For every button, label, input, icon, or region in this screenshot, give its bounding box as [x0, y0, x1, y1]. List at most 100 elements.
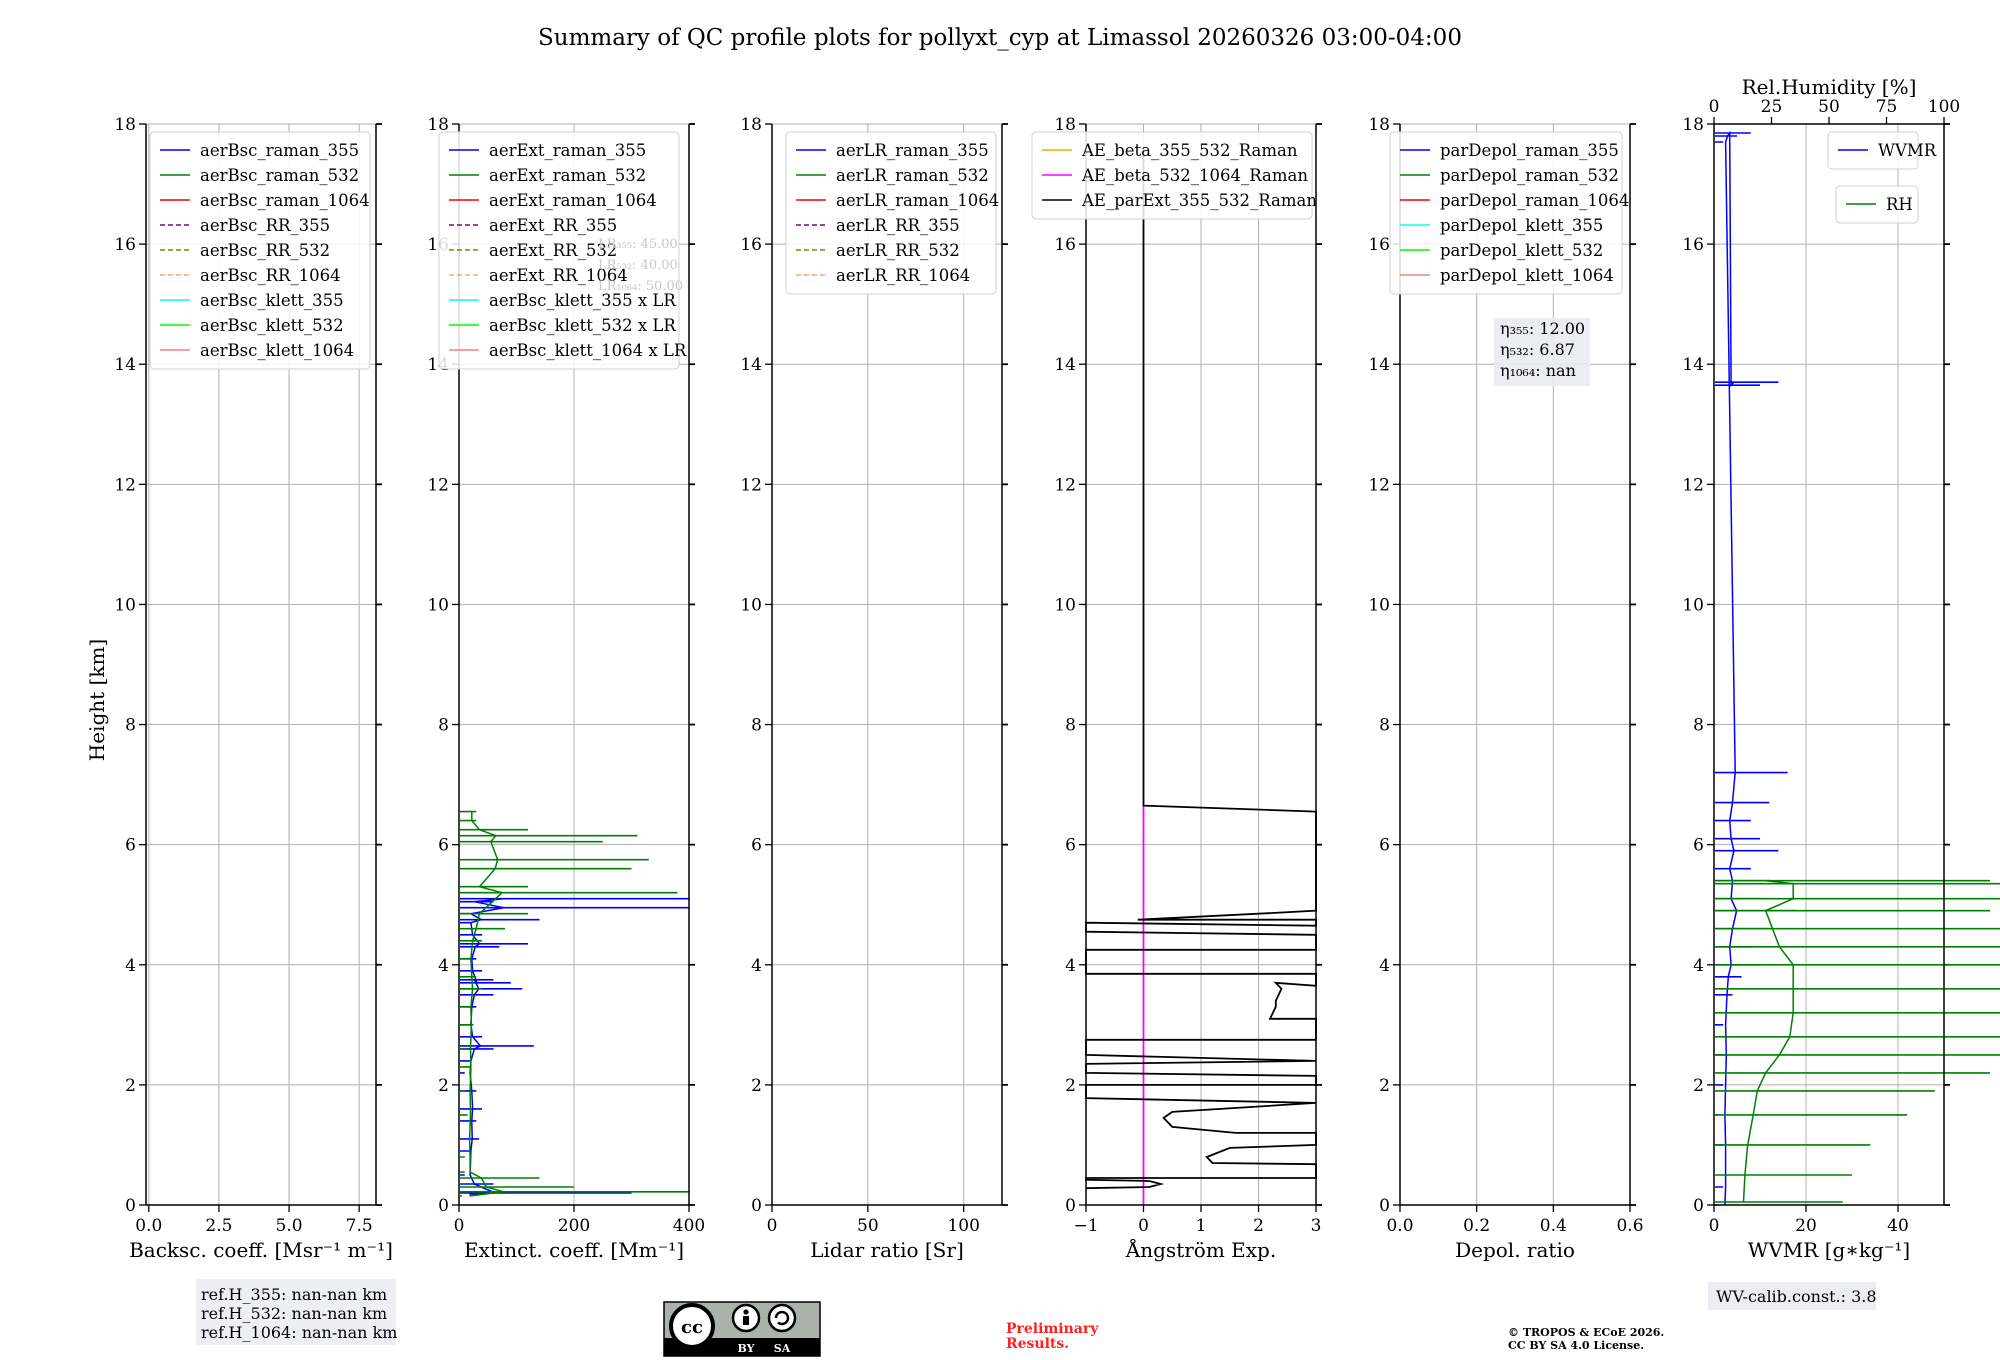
y-tick-label: 16 — [1682, 235, 1704, 255]
x-axis-label: Ångström Exp. — [1125, 1237, 1276, 1262]
y-tick-label: 4 — [438, 956, 449, 976]
preliminary-note-line2: Results. — [1006, 1336, 1069, 1352]
y-tick-label: 16 — [740, 235, 762, 255]
y-tick-label: 6 — [125, 836, 136, 856]
legend-label: parDepol_klett_532 — [1440, 241, 1603, 260]
y-tick-label: 18 — [427, 115, 449, 135]
copyright-line2: CC BY SA 4.0 License. — [1508, 1339, 1644, 1352]
y-tick-label: 18 — [114, 115, 136, 135]
series-RH-profile — [1742, 879, 1794, 1203]
legend-wv: WVMR — [1827, 131, 1937, 170]
y-tick-label: 12 — [1054, 475, 1076, 495]
y-tick-label: 12 — [740, 475, 762, 495]
y-tick-label: 10 — [427, 595, 449, 615]
x-axis-label: Extinct. coeff. [Mm⁻¹] — [464, 1238, 684, 1262]
y-tick-label: 4 — [125, 956, 136, 976]
copyright-line1: © TROPOS & ECoE 2026. — [1508, 1326, 1664, 1339]
x-axis-label: Depol. ratio — [1455, 1238, 1575, 1262]
y-tick-label: 0 — [1693, 1196, 1704, 1216]
x-tick-label: 2.5 — [205, 1216, 232, 1236]
annotation-ext: LR₃₅₅: 45.00 — [598, 237, 678, 252]
x-axis-label: Backsc. coeff. [Msr⁻¹ m⁻¹] — [129, 1238, 393, 1262]
x-tick-label: 0 — [1709, 1216, 1720, 1236]
series-aerExt_raman_532-profile — [468, 811, 504, 1197]
svg-text:BY: BY — [738, 1342, 755, 1355]
legend-label: aerBsc_RR_532 — [200, 241, 330, 260]
legend-wv-2: RH — [1835, 185, 1919, 224]
legend-label: aerBsc_klett_1064 x LR — [489, 341, 687, 360]
x-tick-label: 200 — [558, 1216, 590, 1236]
legend-label: aerExt_RR_1064 — [489, 266, 628, 285]
panel-depol: 0 2 4 6 8 10 12 14 16 18 0.0 0.2 0.4 0.6 Depol. ratio p… — [1368, 115, 1643, 1262]
svg-text:SA: SA — [774, 1342, 791, 1355]
legend-label: aerLR_raman_355 — [836, 141, 989, 160]
legend-box — [438, 131, 680, 370]
y-tick-label: 18 — [1368, 115, 1390, 135]
annotation-depol: η₅₃₂: 6.87 — [1500, 340, 1575, 359]
y-tick-label: 4 — [751, 956, 762, 976]
top-x-tick-label: 50 — [1818, 97, 1840, 117]
x-axis-label: WVMR [g∗kg⁻¹] — [1748, 1238, 1910, 1262]
legend-label: AE_beta_355_532_Raman — [1081, 141, 1298, 160]
annotation-ext: LR₁₀₆₄: 50.00 — [598, 279, 683, 294]
top-x-axis-label: Rel.Humidity [%] — [1742, 75, 1917, 99]
y-tick-label: 8 — [1065, 716, 1076, 736]
y-tick-label: 14 — [740, 355, 762, 375]
y-tick-label: 2 — [125, 1076, 136, 1096]
x-axis-label: Lidar ratio [Sr] — [810, 1238, 964, 1262]
legend-label: aerBsc_klett_355 — [200, 291, 344, 310]
x-tick-label: 20 — [1795, 1216, 1817, 1236]
legend-label: aerBsc_klett_355 x LR — [489, 291, 676, 310]
preliminary-note-line1: Preliminary — [1006, 1321, 1099, 1337]
svg-text:cc: cc — [681, 1317, 703, 1338]
x-tick-label: 0.0 — [135, 1216, 162, 1236]
y-tick-label: 8 — [125, 716, 136, 736]
y-tick-label: 2 — [1379, 1076, 1390, 1096]
series-aerExt_raman_355-profile — [468, 897, 504, 1195]
y-tick-label: 18 — [1054, 115, 1076, 135]
legend-label: aerExt_raman_532 — [489, 166, 646, 185]
legend-label: parDepol_raman_355 — [1440, 141, 1619, 160]
legend-box — [785, 131, 997, 295]
legend-bsc: aerBsc_raman_355 aerBsc_raman_532 aerBsc_r… — [149, 131, 371, 370]
series-aerExt_raman_532 — [460, 810, 689, 1197]
legend-label: parDepol_raman_532 — [1440, 166, 1619, 185]
legend-label: aerExt_raman_355 — [489, 141, 646, 160]
y-axis-label: Height [km] — [85, 639, 109, 761]
y-tick-label: 10 — [740, 595, 762, 615]
legend-label: AE_beta_532_1064_Raman — [1081, 166, 1308, 185]
y-tick-label: 2 — [438, 1076, 449, 1096]
x-tick-label: 0.4 — [1540, 1216, 1567, 1236]
legend-label: aerLR_RR_1064 — [836, 266, 970, 285]
series-WVMR-profile — [1724, 130, 1738, 1206]
annotation-depol: η₁₀₆₄: nan — [1500, 361, 1576, 380]
y-tick-label: 2 — [1693, 1076, 1704, 1096]
legend-box — [1389, 131, 1623, 295]
y-tick-label: 18 — [1682, 115, 1704, 135]
y-tick-label: 8 — [1693, 716, 1704, 736]
x-tick-label: 50 — [857, 1216, 879, 1236]
x-tick-label: 7.5 — [346, 1216, 373, 1236]
legend-label: AE_parExt_355_532_Raman — [1081, 191, 1317, 210]
x-tick-label: 0 — [454, 1216, 465, 1236]
sa-share-icon — [767, 1303, 797, 1333]
annotation-box — [1494, 318, 1590, 386]
y-tick-label: 12 — [1682, 475, 1704, 495]
y-tick-label: 2 — [1065, 1076, 1076, 1096]
legend-label: aerBsc_klett_532 x LR — [489, 316, 676, 335]
legend-box — [1031, 131, 1313, 220]
y-tick-label: 6 — [1065, 836, 1076, 856]
legend-label: aerLR_RR_355 — [836, 216, 960, 235]
y-tick-label: 12 — [427, 475, 449, 495]
legend-ext: aerExt_raman_355 aerExt_raman_532 aerExt_r… — [438, 131, 687, 370]
annotation-ext: LR₅₃₂: 40.00 — [598, 258, 678, 273]
y-tick-label: 8 — [438, 716, 449, 736]
x-tick-label: 1 — [1196, 1216, 1207, 1236]
legend-label: aerLR_raman_532 — [836, 166, 989, 185]
y-tick-label: 18 — [740, 115, 762, 135]
